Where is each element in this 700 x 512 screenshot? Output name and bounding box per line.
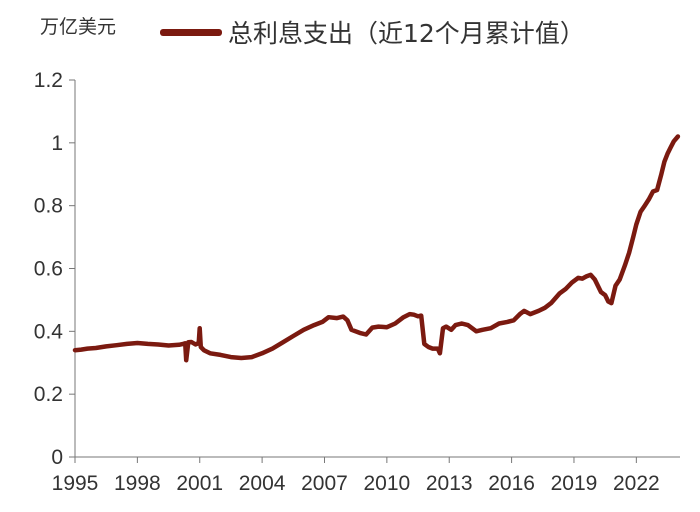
x-tick-label: 1998 <box>114 472 161 495</box>
y-tick-label: 0.2 <box>34 383 63 406</box>
legend-label: 总利息支出（近12个月累计值） <box>228 19 585 48</box>
y-tick-label: 1 <box>51 132 63 155</box>
y-tick-label: 0 <box>51 446 63 469</box>
axes <box>74 80 680 458</box>
y-axis-ticks: 0 0.2 0.4 0.6 0.8 1 1.2 <box>34 69 75 469</box>
x-tick-label: 1995 <box>52 472 99 495</box>
y-tick-label: 0.8 <box>34 195 63 218</box>
x-tick-label: 2001 <box>176 472 223 495</box>
series-line <box>72 134 681 363</box>
x-tick-label: 2022 <box>613 472 660 495</box>
x-tick-label: 2019 <box>551 472 598 495</box>
legend: 总利息支出（近12个月累计值） <box>160 14 585 50</box>
series-group <box>72 134 681 363</box>
y-tick-label: 0.6 <box>34 258 63 281</box>
x-tick-label: 2010 <box>363 472 410 495</box>
x-tick-label: 2013 <box>426 472 473 495</box>
x-axis-ticks: 1995 1998 2001 2004 2007 2010 2013 2016 2019 2022 <box>52 457 660 495</box>
x-tick-label: 2016 <box>488 472 535 495</box>
y-tick-label: 1.2 <box>34 69 63 92</box>
x-tick-label: 2004 <box>239 472 286 495</box>
legend-swatch <box>160 28 222 36</box>
y-axis-unit-label: 万亿美元 <box>40 16 117 38</box>
y-tick-label: 0.4 <box>34 320 64 343</box>
x-tick-label: 2007 <box>301 472 348 495</box>
